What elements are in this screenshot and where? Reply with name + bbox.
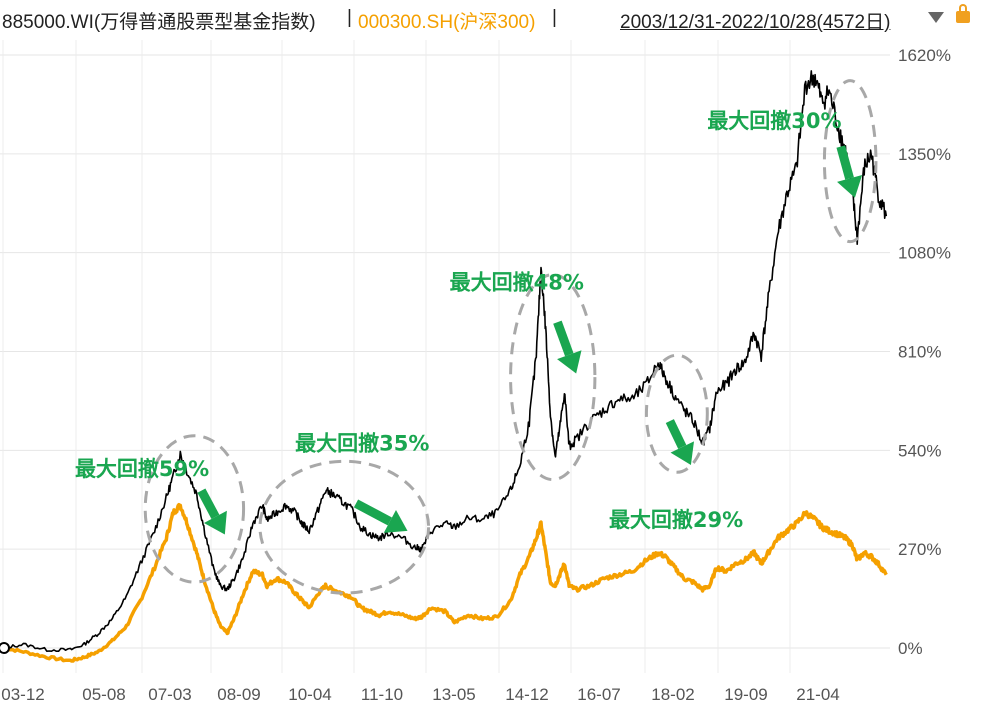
- index-series-line: [2, 502, 888, 663]
- x-tick-label: 18-02: [651, 685, 694, 704]
- drawdown-arrow: [353, 499, 392, 526]
- drawdown-arrowhead: [557, 350, 582, 374]
- x-tick-label: 08-09: [217, 685, 260, 704]
- y-tick-label: 270%: [898, 540, 941, 559]
- drawdown-arrowhead: [670, 441, 694, 465]
- x-tick-label: 14-12: [505, 685, 548, 704]
- drawdown-arrow: [836, 145, 854, 180]
- drawdown-ellipse: [258, 459, 431, 595]
- index-series-label[interactable]: 000300.SH(沪深300): [358, 12, 536, 33]
- drawdown-label: 最大回撤35%: [295, 431, 429, 455]
- chart-series: [0, 70, 888, 663]
- x-axis-ticks: 03-12 05-08 07-03 08-09 10-04 11-10 13-05 14-12…: [1, 685, 839, 704]
- chart-grid: [0, 40, 890, 673]
- x-tick-label: 21-04: [796, 685, 839, 704]
- x-tick-label: 05-08: [82, 685, 125, 704]
- fund-series-label[interactable]: 885000.WI(万得普通股票型基金指数): [2, 12, 316, 33]
- x-tick-label: 13-05: [432, 685, 475, 704]
- y-axis-ticks: 0% 270% 540% 810% 1080% 1350% 1620%: [898, 46, 951, 658]
- x-tick-label: 16-07: [577, 685, 620, 704]
- header-separator-2: |: [552, 7, 557, 28]
- drawdown-label: 最大回撤59%: [75, 457, 209, 481]
- y-tick-label: 1620%: [898, 46, 951, 65]
- date-range[interactable]: 2003/12/31-2022/10/28(4572日): [620, 12, 891, 33]
- drawdown-ellipse: [143, 434, 246, 584]
- drawdown-ellipse: [509, 273, 597, 482]
- drawdown-arrowhead: [837, 175, 863, 198]
- drawdown-annotations: 最大回撤59% 最大回撤35% 最大回撤48% 最大回撤29% 最大回撤30%: [75, 79, 878, 595]
- drawdown-arrow: [197, 488, 220, 519]
- x-tick-label: 11-10: [361, 685, 403, 704]
- drawdown-arrowhead: [203, 510, 227, 535]
- fund-series-line: [2, 70, 888, 652]
- drawdown-ellipse: [644, 353, 709, 474]
- y-tick-label: 0%: [898, 639, 923, 658]
- x-tick-label: 03-12: [1, 685, 44, 704]
- y-tick-label: 540%: [898, 441, 941, 460]
- drawdown-ellipse: [822, 79, 878, 244]
- x-tick-label: 07-03: [148, 685, 191, 704]
- header-separator: |: [347, 7, 352, 28]
- triangle-down-icon[interactable]: [928, 12, 944, 24]
- drawdown-arrow: [553, 320, 574, 357]
- lock-icon[interactable]: [956, 4, 970, 23]
- drawdown-arrow: [665, 419, 687, 449]
- drawdown-label: 最大回撤30%: [707, 109, 841, 133]
- drawdown-label: 最大回撤29%: [609, 508, 743, 532]
- chart-header: 885000.WI(万得普通股票型基金指数) | 000300.SH(沪深300…: [0, 0, 982, 34]
- y-tick-label: 1350%: [898, 145, 951, 164]
- x-tick-label: 19-09: [724, 685, 767, 704]
- drawdown-label: 最大回撤48%: [450, 270, 584, 294]
- start-point-marker: [0, 642, 10, 654]
- y-tick-label: 1080%: [898, 244, 951, 263]
- y-tick-label: 810%: [898, 343, 941, 362]
- drawdown-arrowhead: [383, 509, 408, 533]
- x-tick-label: 10-04: [288, 685, 331, 704]
